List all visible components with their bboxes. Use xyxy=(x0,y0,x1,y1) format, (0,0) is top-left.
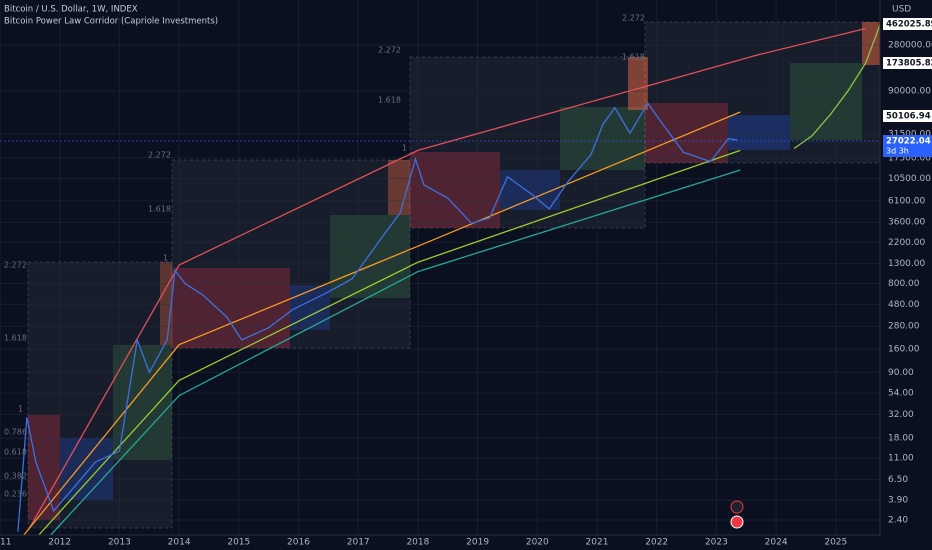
fib-label: 2.272 xyxy=(4,261,27,270)
fib-label: 1.618 xyxy=(4,334,27,343)
y-tick-label: 18.00 xyxy=(888,433,914,443)
y-tick-label: 280000.00 xyxy=(888,40,932,50)
box xyxy=(628,57,648,110)
fib-label: 0.382 xyxy=(4,472,27,481)
x-tick-label: 2016 xyxy=(287,538,310,548)
series-line xyxy=(29,27,866,528)
x-tick-label: 2015 xyxy=(227,538,250,548)
series-line xyxy=(17,102,738,532)
fib-labels: 2.272 1.618 1 0.786 0.618 0.382 0.236 2.… xyxy=(4,14,645,499)
box xyxy=(172,268,290,348)
y-tick-label: 1300.00 xyxy=(888,259,925,269)
fib-label: 0.618 xyxy=(4,448,27,457)
series-line xyxy=(23,111,741,536)
chart-title: Bitcoin / U.S. Dollar, 1W, INDEX xyxy=(4,5,138,15)
box xyxy=(27,261,173,529)
axes: 2.40 3.90 6.50 11.00 18.00 32.00 54.00 90.00 160… xyxy=(0,40,932,547)
fib-label: 1 xyxy=(163,254,168,263)
box xyxy=(644,21,881,164)
x-tick-label: 2017 xyxy=(347,538,370,548)
y-tick-label: 3.90 xyxy=(888,496,908,506)
y-tick-label: 32.00 xyxy=(888,410,914,420)
price-tag xyxy=(883,135,932,157)
y-tick-label: 90.00 xyxy=(888,368,914,378)
x-tick-label: 2013 xyxy=(108,538,131,548)
fib-label: 2.272 xyxy=(378,46,401,55)
box xyxy=(28,415,60,520)
y-tick-label: 480.00 xyxy=(888,300,920,310)
x-tick-label: 2012 xyxy=(48,538,71,548)
x-tick-label: 2019 xyxy=(466,538,489,548)
y-tick-label: 6100.00 xyxy=(888,196,925,206)
fib-label: 1.618 xyxy=(378,96,401,105)
fib-label: 0.236 xyxy=(4,490,27,499)
y-tick-label: 54.00 xyxy=(888,389,914,399)
y-tick-label: 3600.00 xyxy=(888,218,925,228)
box xyxy=(728,115,790,150)
series-line xyxy=(38,149,741,536)
x-tick-label: 2025 xyxy=(824,538,847,548)
box xyxy=(560,107,645,170)
chart-subtitle: Bitcoin Power Law Corridor (Capriole Inv… xyxy=(4,17,218,27)
y-tick-label: 2.40 xyxy=(888,515,908,525)
box xyxy=(160,262,172,345)
x-tick-label: 2018 xyxy=(406,538,429,548)
y-tick-label: 17500.00 xyxy=(888,153,931,163)
x-tick-label: 2023 xyxy=(705,538,728,548)
price-tag-label: 462025.89 xyxy=(886,20,932,30)
x-tick-label: 2014 xyxy=(168,538,191,548)
fib-label: 1.618 xyxy=(622,53,645,62)
series-line xyxy=(50,169,741,536)
box xyxy=(500,170,560,210)
fib-label: 2.272 xyxy=(622,14,645,23)
y-tick-label: 160.00 xyxy=(888,345,920,355)
price-tag xyxy=(883,18,932,30)
box xyxy=(790,63,862,140)
price-tag-label: 50106.94 xyxy=(886,112,931,122)
y-tick-label: 90000.00 xyxy=(888,87,931,97)
fib-label: 1.618 xyxy=(148,205,171,214)
price-tag xyxy=(883,110,932,122)
y-tick-label: 11.00 xyxy=(888,454,914,464)
x-tick-label: 2021 xyxy=(586,538,609,548)
price-tag xyxy=(883,57,932,69)
box xyxy=(388,160,410,215)
x-tick-label: 2022 xyxy=(645,538,668,548)
x-tick-label: 2024 xyxy=(765,538,788,548)
box xyxy=(410,152,500,228)
price-tag-label: 27022.04 xyxy=(886,137,931,147)
box xyxy=(862,22,880,65)
y-tick-label: 31500.00 xyxy=(888,129,931,139)
box xyxy=(60,438,113,500)
axis-panel xyxy=(880,0,932,550)
event-icon[interactable] xyxy=(730,500,744,514)
event-icon[interactable] xyxy=(730,515,744,529)
fib-label: 1 xyxy=(402,144,407,153)
fib-label: 1 xyxy=(18,405,23,414)
y-tick-label: 6.50 xyxy=(888,475,908,485)
y-tick-label: 800.00 xyxy=(888,279,920,289)
fib-label: 0.786 xyxy=(4,428,27,437)
y-tick-label: 280.00 xyxy=(888,322,920,332)
fib-label: 2.272 xyxy=(148,151,171,160)
unit-label: USD xyxy=(892,5,911,15)
plot xyxy=(0,0,881,536)
x-tick-label: 2020 xyxy=(526,538,549,548)
countdown-label: 3d 3h xyxy=(886,147,909,156)
y-tick-label: 10500.00 xyxy=(888,174,931,184)
series-line xyxy=(793,24,881,150)
x-tick-label: 2011 xyxy=(0,538,11,548)
price-tag-label: 173805.82 xyxy=(886,59,932,69)
y-tick-label: 2200.00 xyxy=(888,238,925,248)
